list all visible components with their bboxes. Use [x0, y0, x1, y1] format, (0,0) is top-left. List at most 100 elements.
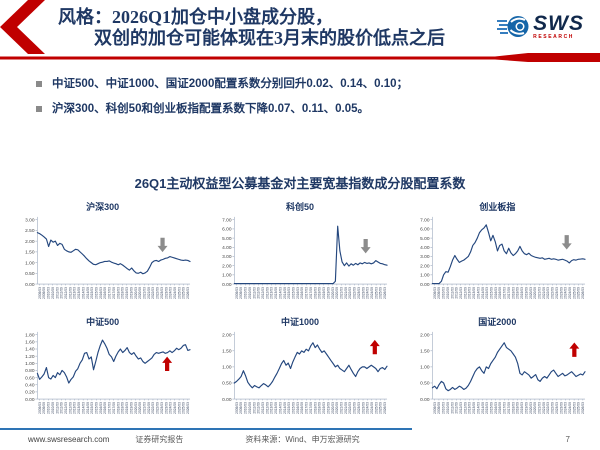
svg-text:2009/09: 2009/09 [42, 402, 46, 414]
svg-text:2010/09: 2010/09 [446, 287, 450, 299]
svg-text:2024/09: 2024/09 [370, 287, 374, 299]
svg-text:2024/09: 2024/09 [568, 287, 572, 299]
svg-text:2021/03: 2021/03 [537, 287, 541, 299]
svg-text:2014/03: 2014/03 [279, 287, 283, 299]
svg-text:2013/03: 2013/03 [467, 287, 471, 299]
svg-text:2023/09: 2023/09 [559, 402, 563, 414]
footer-report-type: 证券研究报告 [135, 435, 184, 444]
chart-title: 国证2000 [478, 317, 517, 327]
svg-text:2010/09: 2010/09 [248, 402, 252, 414]
svg-text:2021/03: 2021/03 [537, 402, 541, 414]
svg-text:2021/09: 2021/09 [344, 402, 348, 414]
svg-text:2013/09: 2013/09 [472, 402, 476, 414]
svg-text:2014/03: 2014/03 [81, 402, 85, 414]
svg-text:2026/03: 2026/03 [186, 287, 190, 299]
svg-text:2019/03: 2019/03 [125, 287, 129, 299]
svg-text:2009/03: 2009/03 [38, 402, 42, 414]
svg-text:2022/09: 2022/09 [156, 402, 160, 414]
chart-title: 中证1000 [280, 317, 319, 327]
svg-text:2018/09: 2018/09 [121, 402, 125, 414]
svg-text:2026/03: 2026/03 [383, 402, 387, 414]
chart-title: 沪深300 [86, 202, 120, 212]
svg-text:2009/09: 2009/09 [42, 287, 46, 299]
svg-text:2017/09: 2017/09 [112, 287, 116, 299]
svg-text:0.60: 0.60 [25, 375, 35, 381]
svg-text:2017/09: 2017/09 [309, 402, 313, 414]
svg-text:2022/03: 2022/03 [546, 287, 550, 299]
svg-text:2025/09: 2025/09 [379, 402, 383, 414]
svg-text:0.80: 0.80 [25, 368, 35, 374]
svg-text:2010/03: 2010/03 [244, 287, 248, 299]
svg-text:2026/03: 2026/03 [186, 402, 190, 414]
svg-text:2021/09: 2021/09 [147, 287, 151, 299]
svg-text:2012/09: 2012/09 [68, 402, 72, 414]
chart-canvas-hushen300: 0.00 0.50 1.00 1.50 2.00 2.50 3.00 2009/03 2009/… [25, 216, 191, 299]
svg-text:2023/03: 2023/03 [357, 402, 361, 414]
svg-text:2019/03: 2019/03 [322, 402, 326, 414]
svg-text:1.50: 1.50 [25, 250, 35, 256]
svg-text:2019/09: 2019/09 [524, 287, 528, 299]
svg-text:2019/09: 2019/09 [524, 402, 528, 414]
chart-title: 中证500 [86, 317, 120, 327]
svg-text:2015/03: 2015/03 [90, 287, 94, 299]
svg-text:2009/09: 2009/09 [437, 287, 441, 299]
svg-text:2016/09: 2016/09 [103, 287, 107, 299]
svg-text:2015/09: 2015/09 [95, 402, 99, 414]
chart-guozheng2000: 国证2000 0.00 0.50 1.00 1.50 2.00 2009/03 2009/0… [401, 315, 594, 424]
svg-text:2013/03: 2013/03 [73, 402, 77, 414]
svg-text:2022/09: 2022/09 [550, 287, 554, 299]
svg-text:2024/03: 2024/03 [169, 287, 173, 299]
page-title-line2: 双创的加仓可能体现在3月末的股价低点之后 [94, 28, 445, 48]
svg-text:1.00: 1.00 [223, 273, 233, 279]
svg-text:2018/09: 2018/09 [318, 402, 322, 414]
svg-text:2011/03: 2011/03 [55, 402, 59, 414]
svg-text:2024/03: 2024/03 [169, 402, 173, 414]
svg-text:2026/03: 2026/03 [383, 287, 387, 299]
svg-text:2.00: 2.00 [420, 332, 430, 338]
svg-text:2011/09: 2011/09 [257, 402, 261, 414]
svg-text:2012/09: 2012/09 [463, 402, 467, 414]
svg-text:4.00: 4.00 [223, 245, 233, 251]
svg-text:2018/03: 2018/03 [314, 402, 318, 414]
svg-text:2013/03: 2013/03 [270, 287, 274, 299]
svg-text:2018/03: 2018/03 [511, 402, 515, 414]
svg-text:2018/09: 2018/09 [121, 287, 125, 299]
svg-text:0.00: 0.00 [223, 397, 233, 403]
svg-text:2017/03: 2017/03 [305, 402, 309, 414]
svg-text:2015/09: 2015/09 [292, 402, 296, 414]
svg-text:2014/03: 2014/03 [476, 287, 480, 299]
svg-text:2025/09: 2025/09 [182, 287, 186, 299]
svg-text:2017/03: 2017/03 [502, 402, 506, 414]
svg-text:2018/03: 2018/03 [116, 287, 120, 299]
svg-text:2020/09: 2020/09 [533, 402, 537, 414]
svg-text:2024/03: 2024/03 [563, 287, 567, 299]
svg-text:2020/03: 2020/03 [134, 287, 138, 299]
svg-text:2014/09: 2014/09 [86, 402, 90, 414]
svg-text:0.40: 0.40 [25, 382, 35, 388]
footer-url[interactable]: www.swsresearch.com [28, 435, 110, 444]
svg-text:0.00: 0.00 [420, 397, 430, 403]
section-title: 26Q1主动权益型公募基金对主要宽基指数成分股配置系数 [134, 176, 466, 191]
svg-text:2017/03: 2017/03 [108, 402, 112, 414]
svg-text:2025/09: 2025/09 [379, 287, 383, 299]
svg-text:2025/09: 2025/09 [182, 402, 186, 414]
svg-text:2013/09: 2013/09 [274, 287, 278, 299]
svg-text:2026/03: 2026/03 [581, 402, 585, 414]
svg-text:2020/03: 2020/03 [134, 402, 138, 414]
svg-text:2012/09: 2012/09 [68, 287, 72, 299]
svg-text:2017/09: 2017/09 [309, 287, 313, 299]
svg-text:2010/03: 2010/03 [441, 402, 445, 414]
svg-text:2019/09: 2019/09 [129, 402, 133, 414]
svg-text:2009/03: 2009/03 [235, 287, 239, 299]
svg-text:2025/03: 2025/03 [375, 287, 379, 299]
svg-text:1.00: 1.00 [25, 260, 35, 266]
svg-text:2017/03: 2017/03 [305, 287, 309, 299]
svg-text:2.50: 2.50 [25, 228, 35, 234]
svg-text:2021/03: 2021/03 [340, 287, 344, 299]
svg-text:2021/09: 2021/09 [541, 287, 545, 299]
svg-text:2019/09: 2019/09 [327, 402, 331, 414]
svg-text:2021/03: 2021/03 [142, 287, 146, 299]
svg-text:2014/03: 2014/03 [81, 287, 85, 299]
svg-text:2011/03: 2011/03 [450, 402, 454, 414]
